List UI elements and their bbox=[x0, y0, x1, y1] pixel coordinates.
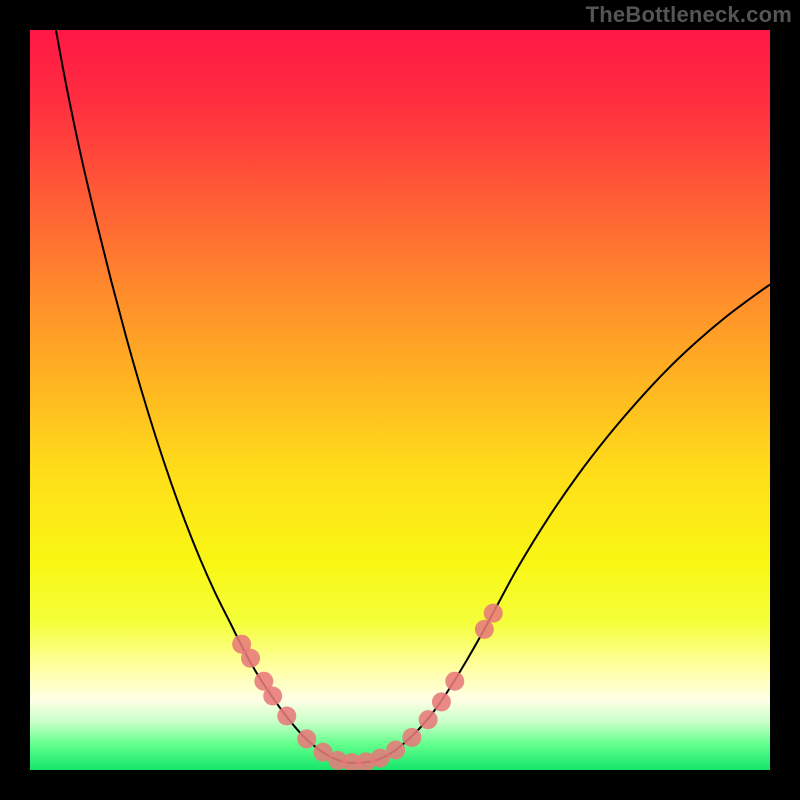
data-marker bbox=[445, 672, 464, 691]
data-marker bbox=[402, 728, 421, 747]
data-marker bbox=[484, 604, 503, 623]
chart-container: TheBottleneck.com bbox=[0, 0, 800, 800]
data-marker bbox=[475, 620, 494, 639]
data-marker bbox=[277, 706, 296, 725]
plot-background bbox=[30, 30, 770, 770]
data-marker bbox=[241, 649, 260, 668]
data-marker bbox=[297, 729, 316, 748]
watermark-label: TheBottleneck.com bbox=[586, 2, 792, 28]
bottleneck-chart bbox=[0, 0, 800, 800]
data-marker bbox=[419, 710, 438, 729]
data-marker bbox=[432, 692, 451, 711]
data-marker bbox=[386, 741, 405, 760]
data-marker bbox=[263, 687, 282, 706]
